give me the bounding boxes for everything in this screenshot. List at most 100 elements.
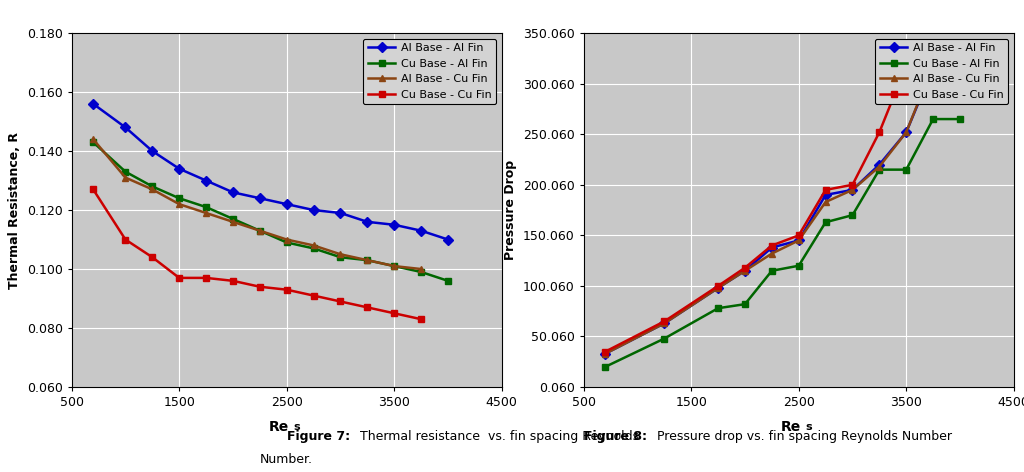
Text: Pressure drop vs. fin spacing Reynolds Number: Pressure drop vs. fin spacing Reynolds N… <box>653 430 952 443</box>
Cu Base - Al Fin <box>900 167 912 172</box>
Al Base - Cu Fin <box>334 252 346 257</box>
Al Base - Cu Fin <box>793 237 805 243</box>
Cu Base - Cu Fin <box>793 233 805 238</box>
Al Base - Cu Fin <box>200 210 212 216</box>
Text: Figure 8:: Figure 8: <box>584 430 647 443</box>
Al Base - Al Fin <box>361 219 374 225</box>
Al Base - Cu Fin <box>819 199 831 205</box>
Al Base - Cu Fin <box>388 263 400 269</box>
Cu Base - Cu Fin <box>307 293 319 298</box>
Al Base - Al Fin <box>254 195 266 201</box>
Al Base - Al Fin <box>927 65 939 70</box>
Cu Base - Al Fin <box>442 278 455 284</box>
Y-axis label: Pressure Drop: Pressure Drop <box>505 160 517 260</box>
Al Base - Cu Fin <box>712 285 724 291</box>
Line: Cu Base - Al Fin: Cu Base - Al Fin <box>602 116 964 371</box>
Al Base - Al Fin <box>442 237 455 243</box>
Cu Base - Al Fin <box>146 184 159 189</box>
Al Base - Cu Fin <box>307 243 319 248</box>
Al Base - Al Fin <box>173 166 185 172</box>
Cu Base - Cu Fin <box>388 311 400 316</box>
Y-axis label: Thermal Resistance, R: Thermal Resistance, R <box>8 132 22 288</box>
Al Base - Al Fin <box>334 210 346 216</box>
Cu Base - Cu Fin <box>766 243 778 248</box>
Cu Base - Cu Fin <box>361 304 374 310</box>
Cu Base - Al Fin <box>712 305 724 311</box>
Cu Base - Cu Fin <box>658 319 671 324</box>
Al Base - Al Fin <box>954 63 967 68</box>
Cu Base - Al Fin <box>846 212 858 218</box>
Cu Base - Al Fin <box>87 139 99 145</box>
Cu Base - Cu Fin <box>334 299 346 304</box>
Text: Re: Re <box>268 420 289 434</box>
Al Base - Cu Fin <box>120 175 132 180</box>
Text: s: s <box>294 422 300 432</box>
Al Base - Cu Fin <box>739 268 752 274</box>
Text: Thermal resistance  vs. fin spacing Reynolds: Thermal resistance vs. fin spacing Reyno… <box>356 430 639 443</box>
Al Base - Al Fin <box>415 228 427 234</box>
Al Base - Cu Fin <box>146 186 159 192</box>
Al Base - Al Fin <box>599 351 611 356</box>
Cu Base - Cu Fin <box>873 129 886 135</box>
Cu Base - Cu Fin <box>254 284 266 290</box>
Al Base - Cu Fin <box>927 63 939 68</box>
Cu Base - Al Fin <box>658 336 671 341</box>
Line: Cu Base - Al Fin: Cu Base - Al Fin <box>90 139 452 284</box>
Cu Base - Al Fin <box>599 364 611 370</box>
Al Base - Cu Fin <box>87 136 99 142</box>
Cu Base - Cu Fin <box>173 275 185 281</box>
Al Base - Al Fin <box>307 207 319 213</box>
Cu Base - Cu Fin <box>227 278 240 284</box>
Cu Base - Al Fin <box>334 254 346 260</box>
Cu Base - Al Fin <box>173 195 185 201</box>
Al Base - Al Fin <box>900 129 912 135</box>
Cu Base - Cu Fin <box>87 186 99 192</box>
Line: Al Base - Al Fin: Al Base - Al Fin <box>90 101 452 243</box>
Al Base - Al Fin <box>658 320 671 326</box>
Al Base - Al Fin <box>819 192 831 198</box>
Cu Base - Al Fin <box>819 219 831 225</box>
Cu Base - Cu Fin <box>900 63 912 68</box>
Al Base - Al Fin <box>227 190 240 195</box>
Cu Base - Cu Fin <box>146 254 159 260</box>
Cu Base - Al Fin <box>227 216 240 222</box>
Al Base - Cu Fin <box>873 164 886 169</box>
Cu Base - Cu Fin <box>819 187 831 193</box>
Line: Cu Base - Cu Fin: Cu Base - Cu Fin <box>602 58 937 355</box>
Al Base - Cu Fin <box>361 257 374 263</box>
Cu Base - Al Fin <box>793 263 805 269</box>
Al Base - Al Fin <box>766 244 778 250</box>
Al Base - Al Fin <box>793 237 805 243</box>
Al Base - Al Fin <box>712 285 724 291</box>
Cu Base - Cu Fin <box>927 59 939 64</box>
Al Base - Al Fin <box>739 268 752 274</box>
Legend: Al Base - Al Fin, Cu Base - Al Fin, Al Base - Cu Fin, Cu Base - Cu Fin: Al Base - Al Fin, Cu Base - Al Fin, Al B… <box>364 39 497 104</box>
Al Base - Al Fin <box>281 202 293 207</box>
Cu Base - Cu Fin <box>599 349 611 354</box>
Line: Al Base - Cu Fin: Al Base - Cu Fin <box>602 62 937 357</box>
Cu Base - Cu Fin <box>739 265 752 270</box>
Al Base - Cu Fin <box>254 228 266 234</box>
Cu Base - Al Fin <box>254 228 266 234</box>
Al Base - Al Fin <box>120 125 132 130</box>
Cu Base - Cu Fin <box>846 182 858 188</box>
Al Base - Cu Fin <box>900 129 912 135</box>
Al Base - Cu Fin <box>766 251 778 256</box>
Al Base - Al Fin <box>200 178 212 184</box>
Al Base - Al Fin <box>873 162 886 168</box>
Cu Base - Cu Fin <box>712 283 724 289</box>
Cu Base - Al Fin <box>873 167 886 172</box>
Cu Base - Al Fin <box>307 245 319 251</box>
Al Base - Cu Fin <box>227 219 240 225</box>
Cu Base - Al Fin <box>415 269 427 275</box>
Text: s: s <box>806 422 812 432</box>
Al Base - Cu Fin <box>846 187 858 193</box>
Text: Figure 7:: Figure 7: <box>287 430 350 443</box>
Text: Re: Re <box>780 420 801 434</box>
Legend: Al Base - Al Fin, Cu Base - Al Fin, Al Base - Cu Fin, Cu Base - Cu Fin: Al Base - Al Fin, Cu Base - Al Fin, Al B… <box>876 39 1009 104</box>
Cu Base - Al Fin <box>361 257 374 263</box>
Cu Base - Cu Fin <box>415 316 427 322</box>
Al Base - Cu Fin <box>658 320 671 326</box>
Al Base - Cu Fin <box>415 266 427 272</box>
Cu Base - Al Fin <box>200 204 212 210</box>
